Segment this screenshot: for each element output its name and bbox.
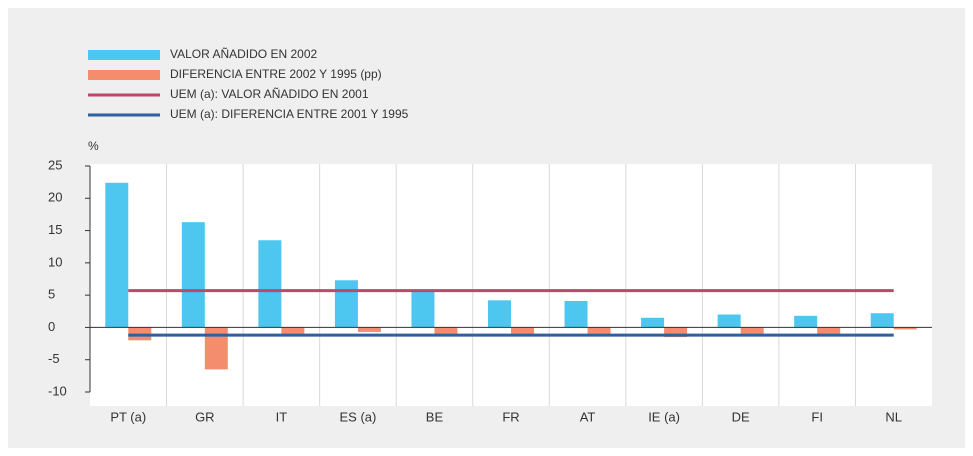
legend-label: DIFERENCIA ENTRE 2002 Y 1995 (pp) xyxy=(170,67,382,81)
y-axis-label: % xyxy=(88,139,99,153)
bar xyxy=(488,300,511,328)
legend-swatch xyxy=(88,70,160,80)
x-tick-label: IE (a) xyxy=(648,409,680,424)
bar xyxy=(564,300,588,328)
bar xyxy=(740,327,764,334)
bar xyxy=(717,314,741,328)
bar xyxy=(281,327,305,334)
x-tick-label: DE xyxy=(732,409,750,424)
y-tick-label: 15 xyxy=(48,222,62,237)
bar xyxy=(664,327,688,338)
legend-label: UEM (a): VALOR AÑADIDO EN 2001 xyxy=(170,87,369,101)
bar xyxy=(794,315,818,328)
y-tick-label: -10 xyxy=(48,383,67,398)
x-tick-label: FI xyxy=(811,409,823,424)
legend-label: UEM (a): DIFERENCIA ENTRE 2001 Y 1995 xyxy=(170,107,409,121)
x-tick-label: AT xyxy=(580,409,596,424)
y-tick-label: 25 xyxy=(48,157,62,172)
legend-label: VALOR AÑADIDO EN 2002 xyxy=(170,47,317,61)
bar xyxy=(334,280,358,328)
legend-swatch xyxy=(88,50,160,60)
x-tick-label: PT (a) xyxy=(110,409,146,424)
x-tick-label: GR xyxy=(195,409,215,424)
bar xyxy=(641,317,665,328)
bar xyxy=(434,327,458,334)
bar xyxy=(411,291,435,328)
bar xyxy=(204,327,228,370)
y-tick-label: 10 xyxy=(48,254,62,269)
x-tick-label: ES (a) xyxy=(339,409,376,424)
bar xyxy=(817,327,841,334)
y-tick-label: -5 xyxy=(48,351,60,366)
x-tick-label: NL xyxy=(885,409,902,424)
bar xyxy=(511,327,534,334)
x-tick-label: IT xyxy=(276,409,288,424)
bar xyxy=(105,182,129,328)
y-tick-label: 5 xyxy=(48,287,55,302)
bar xyxy=(258,240,282,328)
y-tick-label: 0 xyxy=(48,319,55,334)
bar xyxy=(870,313,894,328)
plot-area xyxy=(90,164,932,406)
y-tick-label: 20 xyxy=(48,190,62,205)
bar xyxy=(893,327,917,330)
bar xyxy=(357,327,381,332)
bar xyxy=(587,327,611,334)
x-tick-label: BE xyxy=(426,409,444,424)
x-tick-label: FR xyxy=(502,409,519,424)
bar xyxy=(181,222,205,328)
